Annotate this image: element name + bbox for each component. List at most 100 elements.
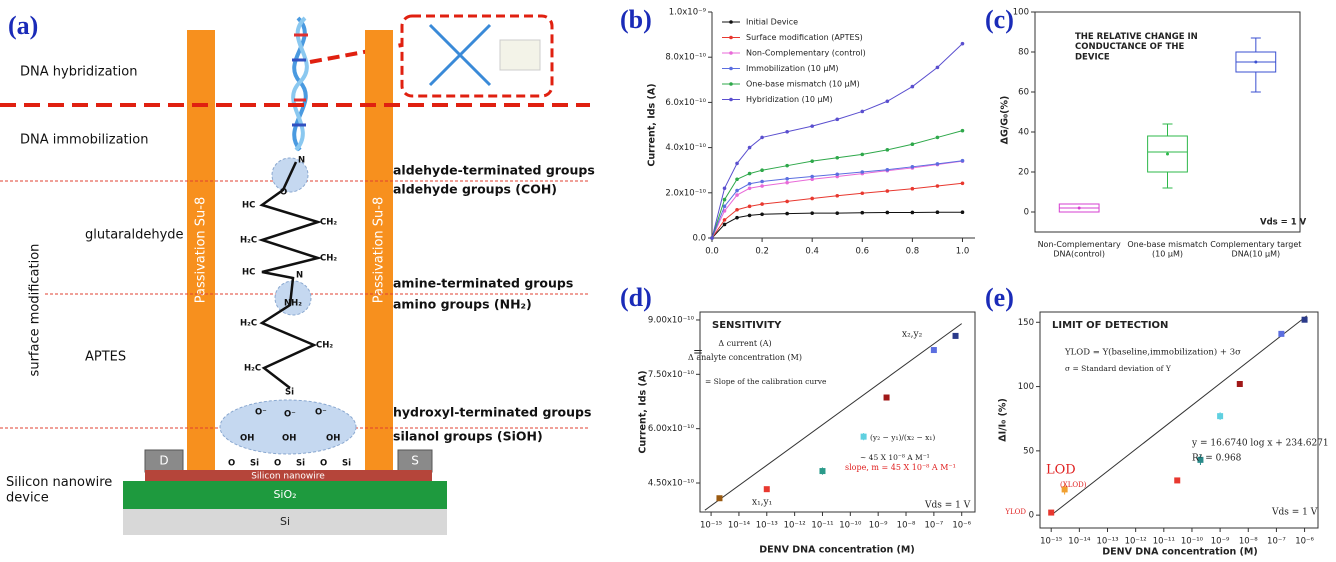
panel-a: (a) Passivation Su-8 Passivation Su-8 N … <box>0 11 595 535</box>
x-tick-label: 10⁻⁸ <box>897 521 916 531</box>
atom: H₂C <box>240 319 257 329</box>
point <box>748 205 752 209</box>
fit-line <box>705 324 962 511</box>
annotation: YLOD <box>1004 508 1026 516</box>
point <box>835 194 839 198</box>
point <box>961 129 965 133</box>
annotation: x₁,y₁ <box>752 498 772 508</box>
x-tick-label: 10⁻⁹ <box>869 521 888 531</box>
x-tick-label: 10⁻¹⁰ <box>839 521 862 531</box>
sio2-label: SiO₂ <box>273 488 296 501</box>
atom: CH₂ <box>320 218 337 228</box>
atom: O <box>274 459 281 469</box>
panel-label: (b) <box>620 5 652 34</box>
panel-label: (d) <box>620 283 652 312</box>
group-label: amino groups (NH₂) <box>393 297 532 312</box>
atom: O <box>228 459 235 469</box>
nanowire-label: Silicon nanowire <box>251 472 325 482</box>
series-line <box>712 183 962 238</box>
point <box>835 156 839 160</box>
point <box>911 85 915 89</box>
atom: O <box>280 188 287 198</box>
x-tick-label: 10⁻¹¹ <box>1153 537 1175 547</box>
point <box>936 184 940 188</box>
atom: H₂C <box>240 236 257 246</box>
point <box>710 236 714 240</box>
y-tick-label: 80 <box>1018 48 1029 58</box>
point <box>1237 381 1243 387</box>
legend-marker <box>729 36 733 40</box>
point <box>936 66 940 70</box>
point <box>723 186 727 190</box>
stage-label: DNA hybridization <box>20 65 137 80</box>
point <box>884 395 890 401</box>
group-label: hydroxyl-terminated groups <box>393 405 591 420</box>
point <box>785 212 789 216</box>
y-tick-label: 40 <box>1018 128 1029 138</box>
y-tick-label: 20 <box>1018 168 1029 178</box>
atom: CH₂ <box>320 254 337 264</box>
point <box>1048 510 1054 516</box>
legend-marker <box>729 98 733 102</box>
y-tick-label: 0 <box>1024 208 1029 218</box>
source-label: S <box>411 454 419 468</box>
point <box>886 189 890 193</box>
si-label: Si <box>280 515 290 528</box>
panel-label: (c) <box>985 5 1014 34</box>
y-tick-label: 150 <box>1018 318 1034 328</box>
legend-marker <box>729 67 733 71</box>
x-tick-label: Complementary targetDNA(10 µM) <box>1210 240 1301 259</box>
x-tick-label: 10⁻¹⁰ <box>1181 537 1204 547</box>
point <box>748 172 752 176</box>
atom: NH₂ <box>284 299 302 309</box>
point <box>886 168 890 172</box>
group-label: aldehyde groups (COH) <box>393 182 557 197</box>
point <box>819 468 825 474</box>
annotation: ~ 45 X 10⁻⁸ A M⁻¹ <box>860 453 930 462</box>
y-tick-label: 7.50x10⁻¹⁰ <box>648 370 695 380</box>
point <box>961 210 965 214</box>
x-axis-label: DENV DNA concentration (M) <box>759 545 914 556</box>
point <box>860 153 864 157</box>
atom: OH <box>240 434 254 444</box>
point <box>835 172 839 176</box>
point <box>760 180 764 184</box>
point <box>810 197 814 201</box>
point <box>764 486 770 492</box>
point <box>785 177 789 181</box>
atom: HC <box>242 201 255 211</box>
inset-legend <box>500 40 540 70</box>
group-highlight <box>220 400 356 454</box>
annotation: R² = 0.968 <box>1192 454 1242 464</box>
pillar-label: Passivation Su-8 <box>194 197 209 304</box>
point <box>723 223 727 227</box>
point <box>735 208 739 212</box>
panel-label: (a) <box>8 11 38 40</box>
point <box>735 189 739 193</box>
annotation: (XLOD) <box>1060 481 1087 489</box>
point <box>886 148 890 152</box>
figure: (a) Passivation Su-8 Passivation Su-8 N … <box>0 0 1336 562</box>
x-tick-label: 10⁻¹³ <box>1096 537 1118 547</box>
annotation: Vds = 1 V <box>1260 218 1307 228</box>
x-tick-label: 1.0 <box>956 247 970 257</box>
point <box>936 136 940 140</box>
stage-label: DNA immobilization <box>20 133 148 148</box>
group-label: silanol groups (SiOH) <box>393 429 543 444</box>
legend-label: Hybridization (10 µM) <box>746 95 833 104</box>
point <box>860 191 864 195</box>
legend-label: Initial Device <box>746 18 798 27</box>
legend-marker <box>729 51 733 55</box>
x-tick-label: 10⁻¹⁴ <box>1068 537 1091 547</box>
point <box>735 216 739 220</box>
point <box>936 210 940 214</box>
mean <box>1254 61 1257 64</box>
point <box>785 130 789 134</box>
chart-title: THE RELATIVE CHANGE INCONDUCTANCE OF THE… <box>1075 32 1198 62</box>
annotation: σ = Standard deviation of Y <box>1065 364 1172 373</box>
y-tick-label: 9.00x10⁻¹⁰ <box>648 315 695 325</box>
x-tick-label: 10⁻¹² <box>784 521 806 531</box>
legend-label: One-base mismatch (10 µM) <box>746 80 860 89</box>
y-tick-label: 6.00x10⁻¹⁰ <box>648 424 695 434</box>
